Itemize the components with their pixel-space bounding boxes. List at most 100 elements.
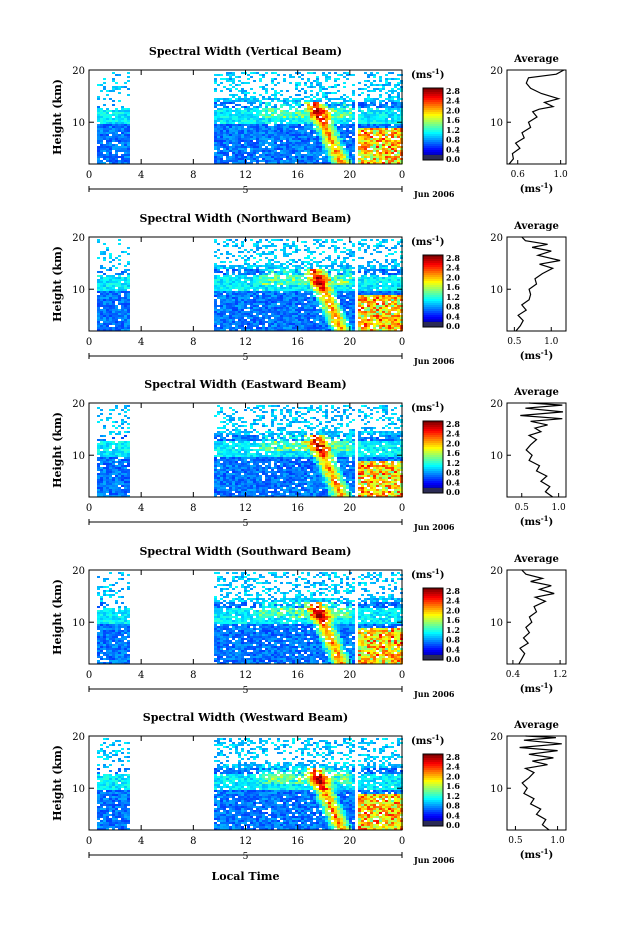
heatmap-cell <box>325 94 328 96</box>
heatmap-cell <box>214 120 217 122</box>
heatmap-cell <box>115 283 118 285</box>
heatmap-cell <box>316 132 319 134</box>
heatmap-cell <box>268 130 271 132</box>
heatmap-cell <box>364 309 367 311</box>
heatmap-cell <box>262 102 265 104</box>
heatmap-cell <box>361 142 364 144</box>
heatmap-cell <box>241 116 244 118</box>
heatmap-cell <box>274 303 277 305</box>
heatmap-cell <box>394 245 397 247</box>
heatmap-cell <box>298 303 301 305</box>
heatmap-cell <box>349 126 352 128</box>
heatmap-cell <box>301 110 304 112</box>
heatmap-cell <box>286 327 289 329</box>
heatmap-cell <box>214 158 217 160</box>
heatmap-cell <box>301 287 304 289</box>
heatmap-cell <box>319 106 322 108</box>
heatmap-cell <box>274 128 277 130</box>
heatmap-cell <box>373 275 376 277</box>
heatmap-cell <box>259 307 262 309</box>
heatmap-cell <box>256 303 259 305</box>
heatmap-cell <box>226 112 229 114</box>
heatmap-cell <box>352 313 355 315</box>
heatmap-cell <box>217 118 220 120</box>
heatmap-cell <box>304 299 307 301</box>
heatmap-cell <box>271 281 274 283</box>
heatmap-cell <box>337 104 340 106</box>
heatmap-cell <box>322 297 325 299</box>
heatmap-cell <box>244 263 247 265</box>
heatmap-cell <box>361 281 364 283</box>
heatmap-cell <box>268 136 271 138</box>
heatmap-cell <box>100 130 103 132</box>
heatmap-cell <box>346 136 349 138</box>
heatmap-cell <box>373 265 376 267</box>
heatmap-cell <box>343 154 346 156</box>
heatmap-cell <box>322 287 325 289</box>
heatmap-cell <box>397 160 400 162</box>
heatmap-cell <box>226 138 229 140</box>
heatmap-cell <box>307 80 310 82</box>
heatmap-cell <box>106 277 109 279</box>
colorbar-band <box>423 90 443 93</box>
heatmap-cell <box>268 96 271 98</box>
heatmap-cell <box>391 90 394 92</box>
heatmap-cell <box>124 315 127 317</box>
heatmap-cell <box>388 98 391 100</box>
heatmap-cell <box>283 160 286 162</box>
heatmap-cell <box>346 281 349 283</box>
heatmap-cell <box>394 86 397 88</box>
heatmap-cell <box>304 84 307 86</box>
heatmap-cell <box>349 275 352 277</box>
heatmap-cell <box>247 92 250 94</box>
heatmap-cell <box>268 110 271 112</box>
heatmap-cell <box>307 100 310 102</box>
heatmap-cell <box>358 327 361 329</box>
heatmap-cell <box>322 321 325 323</box>
heatmap-cell <box>361 140 364 142</box>
heatmap-cell <box>334 303 337 305</box>
heatmap-cell <box>220 144 223 146</box>
heatmap-cell <box>292 275 295 277</box>
heatmap-cell <box>250 325 253 327</box>
heatmap-cell <box>301 267 304 269</box>
heatmap-cell <box>379 144 382 146</box>
heatmap-cell <box>106 281 109 283</box>
heatmap-cell <box>238 315 241 317</box>
y-tick-label: 20 <box>72 66 85 77</box>
heatmap-cell <box>349 283 352 285</box>
heatmap-cell <box>334 293 337 295</box>
heatmap-cell <box>334 156 337 158</box>
heatmap-cell <box>124 289 127 291</box>
heatmap-cell <box>238 299 241 301</box>
heatmap-cell <box>220 110 223 112</box>
heatmap-cell <box>307 281 310 283</box>
heatmap-cell <box>325 128 328 130</box>
heatmap-cell <box>394 269 397 271</box>
heatmap-cell <box>256 144 259 146</box>
heatmap-cell <box>289 138 292 140</box>
heatmap-cell <box>250 313 253 315</box>
heatmap-cell <box>226 291 229 293</box>
heatmap-cell <box>343 291 346 293</box>
heatmap-cell <box>247 152 250 154</box>
heatmap-cell <box>268 307 271 309</box>
heatmap-cell <box>298 90 301 92</box>
heatmap-cell <box>103 273 106 275</box>
heatmap-cell <box>103 307 106 309</box>
heatmap-cell <box>328 128 331 130</box>
heatmap-cell <box>397 311 400 313</box>
heatmap-cell <box>106 118 109 120</box>
heatmap-cell <box>316 112 319 114</box>
heatmap-cell <box>346 283 349 285</box>
heatmap-cell <box>271 98 274 100</box>
heatmap-cell <box>241 299 244 301</box>
heatmap-cell <box>328 327 331 329</box>
heatmap-cell <box>373 122 376 124</box>
heatmap-cell <box>262 325 265 327</box>
heatmap-cell <box>310 108 313 110</box>
heatmap-cell <box>382 309 385 311</box>
heatmap-cell <box>310 301 313 303</box>
heatmap-cell <box>259 120 262 122</box>
heatmap-cell <box>214 112 217 114</box>
